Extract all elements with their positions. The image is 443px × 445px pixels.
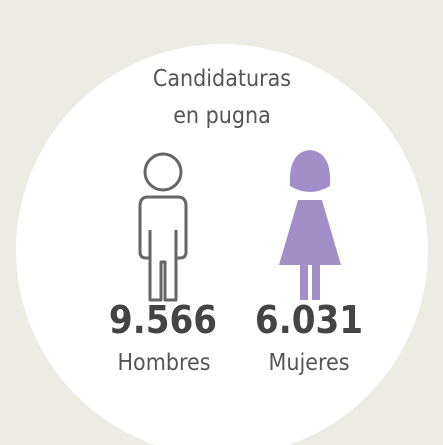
group-label: Hombres (117, 350, 210, 376)
male-icon (138, 152, 188, 302)
circle-panel (16, 44, 428, 445)
title-line: Candidaturas (153, 66, 291, 92)
female-icon (279, 150, 341, 300)
group-value: 9.566 (109, 298, 217, 342)
title-line: en pugna (173, 103, 271, 129)
group-label: Mujeres (269, 350, 350, 376)
group-value: 6.031 (255, 298, 363, 342)
